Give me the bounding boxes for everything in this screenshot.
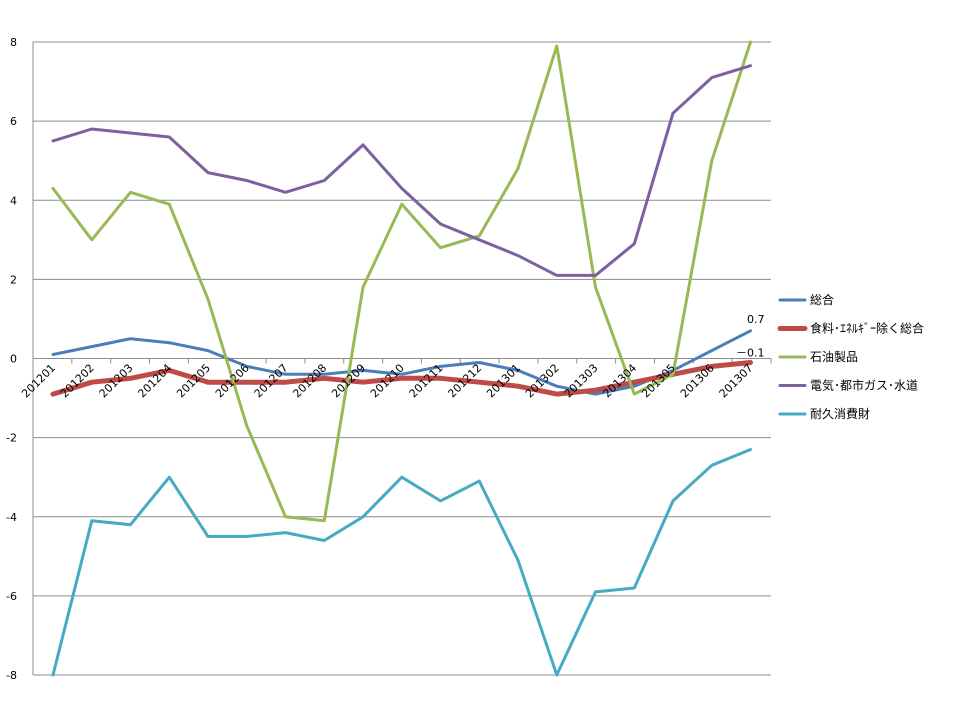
series-lines: [50, 40, 753, 677]
legend-label: 電気･都市ガス･水道: [810, 378, 918, 393]
data-labels: 0.7 －0.1: [736, 313, 765, 360]
series-line-2: [51, 40, 752, 523]
data-label: －0.1: [736, 346, 765, 359]
y-tick-label: 2: [10, 273, 17, 286]
series-line-3: [51, 64, 752, 277]
gridlines: [32, 41, 772, 676]
y-tick-label: 0: [10, 353, 17, 366]
y-tick-label: 8: [10, 36, 17, 49]
data-label: 0.7: [747, 313, 765, 326]
legend-label: 食料･ｴﾈﾙｷﾞｰ除く総合: [810, 321, 924, 336]
legend-label: 耐久消費財: [810, 406, 870, 421]
y-tick-label: -6: [6, 590, 17, 603]
y-axis-tick-labels: 8 6 4 2 0 -2 -4 -6 -8: [6, 36, 17, 682]
series-line-1: [50, 360, 753, 397]
y-tick-label: -2: [6, 432, 17, 445]
series-line-0: [51, 329, 752, 396]
y-tick-label: 6: [10, 115, 17, 128]
y-tick-label: -8: [6, 669, 17, 682]
x-tick-label: 201204: [135, 361, 174, 400]
series-line-4: [51, 448, 752, 677]
y-tick-label: -4: [6, 511, 17, 524]
legend-label: 総合: [810, 292, 834, 307]
y-tick-label: 4: [10, 194, 17, 207]
legend-label: 石油製品: [810, 350, 858, 364]
x-tick-label: 201211: [407, 361, 446, 400]
